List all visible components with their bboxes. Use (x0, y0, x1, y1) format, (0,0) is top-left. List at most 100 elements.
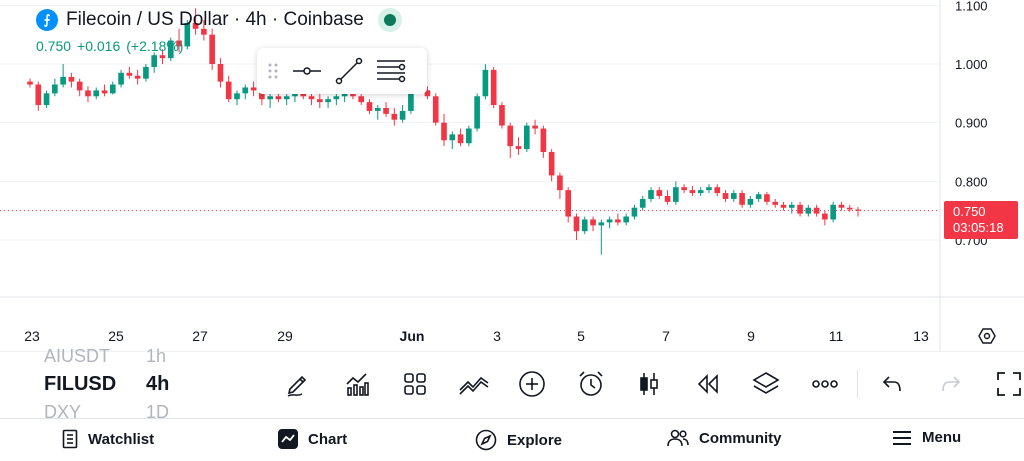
candle-body (532, 125, 538, 129)
menu-icon (893, 430, 911, 445)
price-axis-label: 1.100 (955, 0, 988, 13)
candle-body (449, 134, 456, 141)
candle-body (159, 55, 166, 59)
plus-circle-icon[interactable] (510, 364, 554, 404)
time-axis-label: 5 (577, 328, 585, 344)
chart-icon (278, 429, 298, 449)
chart-header: ⨍ Filecoin / US Dollar · 4h · Coinbase (36, 6, 402, 34)
compass-icon (475, 429, 497, 451)
time-axis-label: 29 (277, 328, 293, 344)
candle-body (855, 209, 861, 211)
watchlist-picker[interactable]: AIUSDT 1h FILUSD 4h DXY 1D (0, 340, 240, 428)
alarm-icon[interactable] (569, 364, 613, 404)
watchlist-symbol: DXY (44, 402, 82, 422)
candle-body (234, 93, 240, 100)
nav-chart[interactable]: Chart (278, 429, 347, 449)
candle-body (366, 102, 373, 111)
layouts-icon[interactable] (393, 364, 437, 404)
candle-body (68, 76, 75, 82)
candle-body (424, 90, 431, 97)
axis-settings-icon-center (983, 332, 991, 340)
candle-body (797, 204, 803, 214)
nav-explore[interactable]: Explore (475, 429, 562, 451)
last-price: 0.750 (36, 38, 72, 54)
candle-body (201, 28, 207, 35)
drag-handle-icon[interactable] (265, 55, 281, 87)
candle-body (648, 190, 654, 199)
candle-body (441, 122, 447, 141)
watchlist-symbol: FILUSD (44, 373, 117, 395)
candle-body (722, 193, 729, 199)
candle-body (126, 72, 133, 76)
drawing-floating-toolbar (257, 48, 427, 94)
candle-body (52, 84, 58, 94)
candle-body (474, 96, 480, 129)
settings-lines-icon[interactable] (375, 55, 407, 87)
redo-icon[interactable] (929, 364, 973, 404)
candle-body (830, 204, 836, 220)
candle-body (540, 128, 547, 152)
candle-body (76, 81, 83, 91)
candle-body (43, 93, 50, 106)
candle-body (523, 125, 530, 150)
horizontal-line-icon[interactable] (291, 55, 323, 87)
candle-body (780, 204, 787, 208)
candle-body (639, 198, 646, 208)
candle-body (515, 146, 522, 150)
undo-icon[interactable] (870, 364, 914, 404)
candle-body (374, 108, 381, 111)
candle-body (134, 75, 141, 79)
candle-body (689, 190, 696, 194)
axis-settings-icon[interactable] (978, 328, 996, 344)
time-axis-label: 23 (24, 328, 40, 344)
candle-body (118, 72, 124, 85)
price-change: +0.016 (77, 38, 121, 54)
pencil-icon[interactable] (276, 364, 320, 404)
bottom-navigation: Watchlist Chart Explore Community Menu (0, 418, 1024, 461)
candle-body (341, 93, 348, 97)
replay-icon[interactable] (686, 364, 730, 404)
more-icon[interactable] (803, 364, 847, 404)
candle-body (822, 213, 828, 220)
price-axis-label: 1.000 (955, 57, 988, 72)
candle-body (275, 96, 282, 100)
candle-body (391, 113, 398, 120)
nav-community[interactable]: Community (667, 429, 782, 447)
candle-icon[interactable] (627, 364, 671, 404)
candle-body (167, 40, 174, 59)
candle-body (383, 108, 389, 114)
nav-explore-label: Explore (507, 431, 563, 449)
fullscreen-icon[interactable] (987, 364, 1024, 404)
compare-icon[interactable] (452, 364, 496, 404)
chart-area[interactable]: 1.100 1.000 0.900 0.800 0.700 23 25 27 29 Jun 3 5 7 9… (0, 0, 1024, 352)
last-price-value: 0.750 (953, 204, 986, 219)
watchlist-row[interactable]: DXY 1D (44, 402, 169, 423)
trend-line-icon[interactable] (333, 55, 365, 87)
candle-body (300, 93, 307, 97)
watchlist-row[interactable]: AIUSDT 1h (44, 346, 166, 367)
candle-body (697, 190, 704, 194)
market-status-icon[interactable] (377, 8, 402, 32)
watchlist-row-active[interactable]: FILUSD 4h (44, 373, 169, 396)
candle-body (606, 219, 613, 223)
symbol-title[interactable]: Filecoin / US Dollar · 4h · Coinbase (66, 9, 364, 30)
candle-body (673, 187, 679, 202)
toolbar-divider (857, 370, 858, 398)
candle-body (35, 84, 42, 106)
layers-icon[interactable] (744, 364, 788, 404)
nav-chart-label: Chart (308, 430, 348, 448)
watchlist-icon (62, 429, 78, 449)
last-price-label: 0.750 03:05:18 (944, 201, 1018, 239)
nav-watchlist-label: Watchlist (88, 430, 155, 448)
watchlist-interval: 1D (146, 402, 170, 422)
candle-body (590, 219, 596, 226)
indicators-icon[interactable] (335, 364, 379, 404)
candle-body (548, 152, 555, 176)
candle-body (466, 128, 472, 144)
nav-menu[interactable]: Menu (892, 429, 961, 446)
candle-body (755, 194, 762, 199)
nav-watchlist[interactable]: Watchlist (62, 429, 154, 449)
candle-body (764, 194, 770, 202)
candle-body (432, 96, 439, 123)
